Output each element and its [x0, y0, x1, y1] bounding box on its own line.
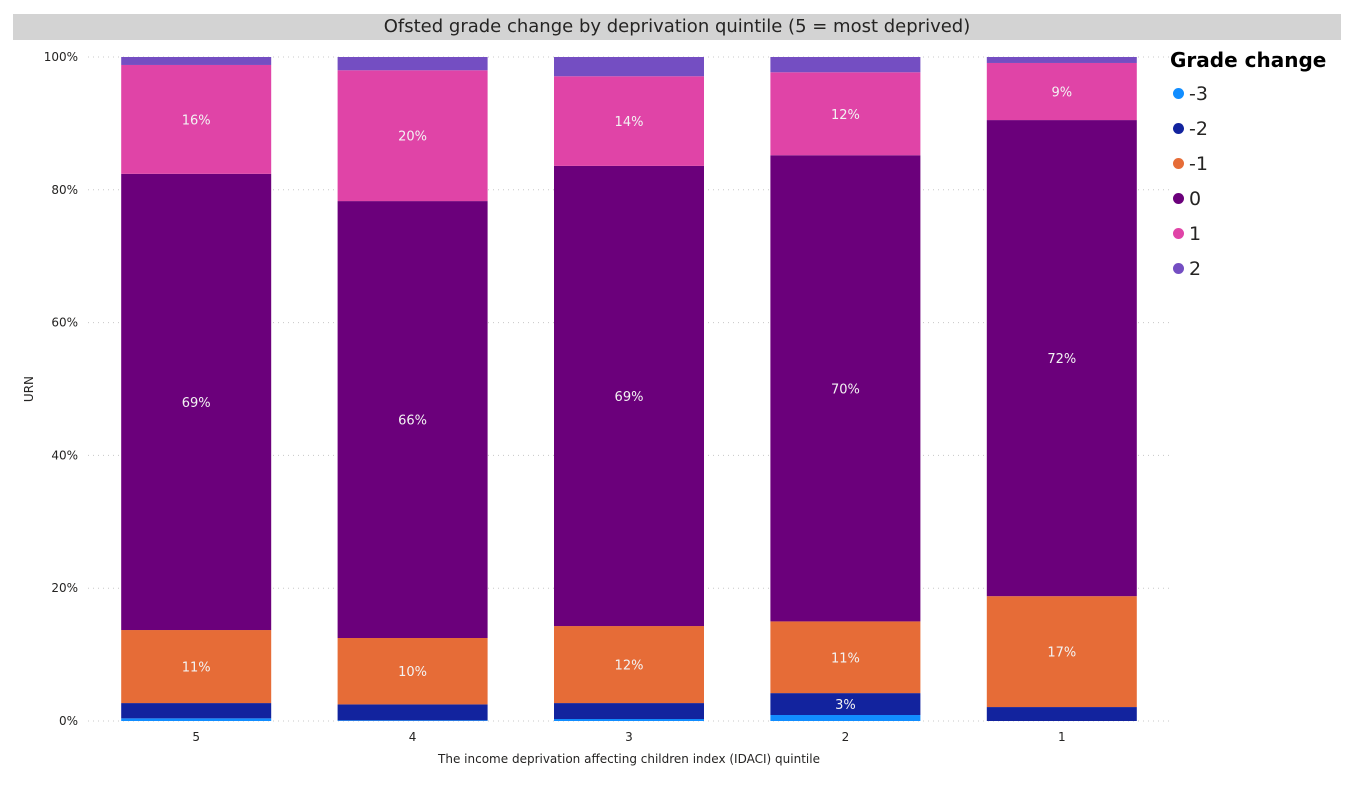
legend-item[interactable]: 0: [1170, 181, 1326, 216]
data-label: 12%: [615, 659, 644, 674]
bar-segment: [770, 693, 921, 716]
bar-segment: [337, 704, 488, 721]
legend-label: 1: [1189, 222, 1202, 245]
x-tick-label: 2: [842, 730, 850, 744]
legend-dot-icon: [1173, 88, 1184, 99]
bar-segment: [986, 120, 1137, 597]
bar-segment: [337, 720, 488, 721]
legend-label: -1: [1189, 152, 1208, 175]
y-tick-label: 40%: [51, 448, 78, 462]
data-label: 14%: [615, 115, 644, 130]
legend: Grade change -3 -2 -1 0 1 2: [1170, 48, 1326, 286]
legend-label: -2: [1189, 117, 1208, 140]
data-label: 12%: [831, 108, 860, 123]
y-tick-label: 0%: [59, 714, 78, 728]
x-tick-label: 1: [1058, 730, 1066, 744]
legend-label: 0: [1189, 187, 1202, 210]
data-label: 11%: [182, 661, 211, 676]
legend-dot-icon: [1173, 193, 1184, 204]
bar-segment: [554, 703, 704, 720]
data-label: 9%: [1051, 86, 1072, 101]
y-tick-label: 20%: [51, 581, 78, 595]
bar-segment: [121, 630, 272, 704]
data-label: 69%: [615, 390, 644, 405]
bar-segment: [770, 621, 921, 694]
bar-segment: [554, 165, 704, 627]
data-label: 16%: [182, 113, 211, 128]
y-axis-label: URN: [22, 376, 36, 402]
bar-segment: [337, 638, 488, 705]
legend-label: 2: [1189, 257, 1202, 280]
data-label: 69%: [182, 396, 211, 411]
bar-segment: [121, 57, 272, 65]
data-label: 17%: [1047, 646, 1076, 661]
data-label: 70%: [831, 382, 860, 397]
legend-item[interactable]: -2: [1170, 111, 1326, 146]
bar-segment: [121, 173, 272, 631]
bar-segment: [986, 596, 1137, 708]
bar-segment: [770, 72, 921, 156]
bar-segment: [121, 64, 272, 174]
bar-segment: [554, 76, 704, 166]
legend-dot-icon: [1173, 158, 1184, 169]
legend-item[interactable]: 1: [1170, 216, 1326, 251]
legend-dot-icon: [1173, 263, 1184, 274]
bar-segment: [770, 155, 921, 622]
legend-title: Grade change: [1170, 48, 1327, 72]
data-label: 72%: [1047, 352, 1076, 367]
data-label: 66%: [398, 414, 427, 429]
bar-segment: [554, 57, 704, 77]
bar-segment: [770, 57, 921, 73]
y-tick-label: 60%: [51, 316, 78, 330]
data-label: 20%: [398, 130, 427, 145]
bar-segment: [337, 201, 488, 638]
y-tick-label: 100%: [44, 50, 78, 64]
x-tick-label: 3: [625, 730, 633, 744]
bar-segment: [554, 626, 704, 704]
legend-item[interactable]: -3: [1170, 76, 1326, 111]
x-tick-label: 5: [192, 730, 200, 744]
legend-dot-icon: [1173, 228, 1184, 239]
bar-segment: [337, 70, 488, 202]
bar-segment: [337, 57, 488, 71]
legend-label: -3: [1189, 82, 1208, 105]
bar-segment: [121, 718, 272, 721]
data-label: 10%: [398, 665, 427, 680]
bar-segment: [986, 62, 1137, 121]
x-tick-label: 4: [409, 730, 417, 744]
bar-segment: [986, 707, 1137, 721]
legend-dot-icon: [1173, 123, 1184, 134]
bar-segment: [770, 715, 921, 721]
legend-item[interactable]: -1: [1170, 146, 1326, 181]
data-label: 3%: [835, 698, 856, 713]
data-label: 11%: [831, 651, 860, 666]
bar-segment: [121, 703, 272, 719]
legend-item[interactable]: 2: [1170, 251, 1326, 286]
y-tick-label: 80%: [51, 183, 78, 197]
x-axis-label: The income deprivation affecting childre…: [437, 752, 820, 766]
chart-title: Ofsted grade change by deprivation quint…: [13, 14, 1341, 40]
bar-segment: [554, 719, 704, 721]
bar-segment: [986, 57, 1137, 63]
